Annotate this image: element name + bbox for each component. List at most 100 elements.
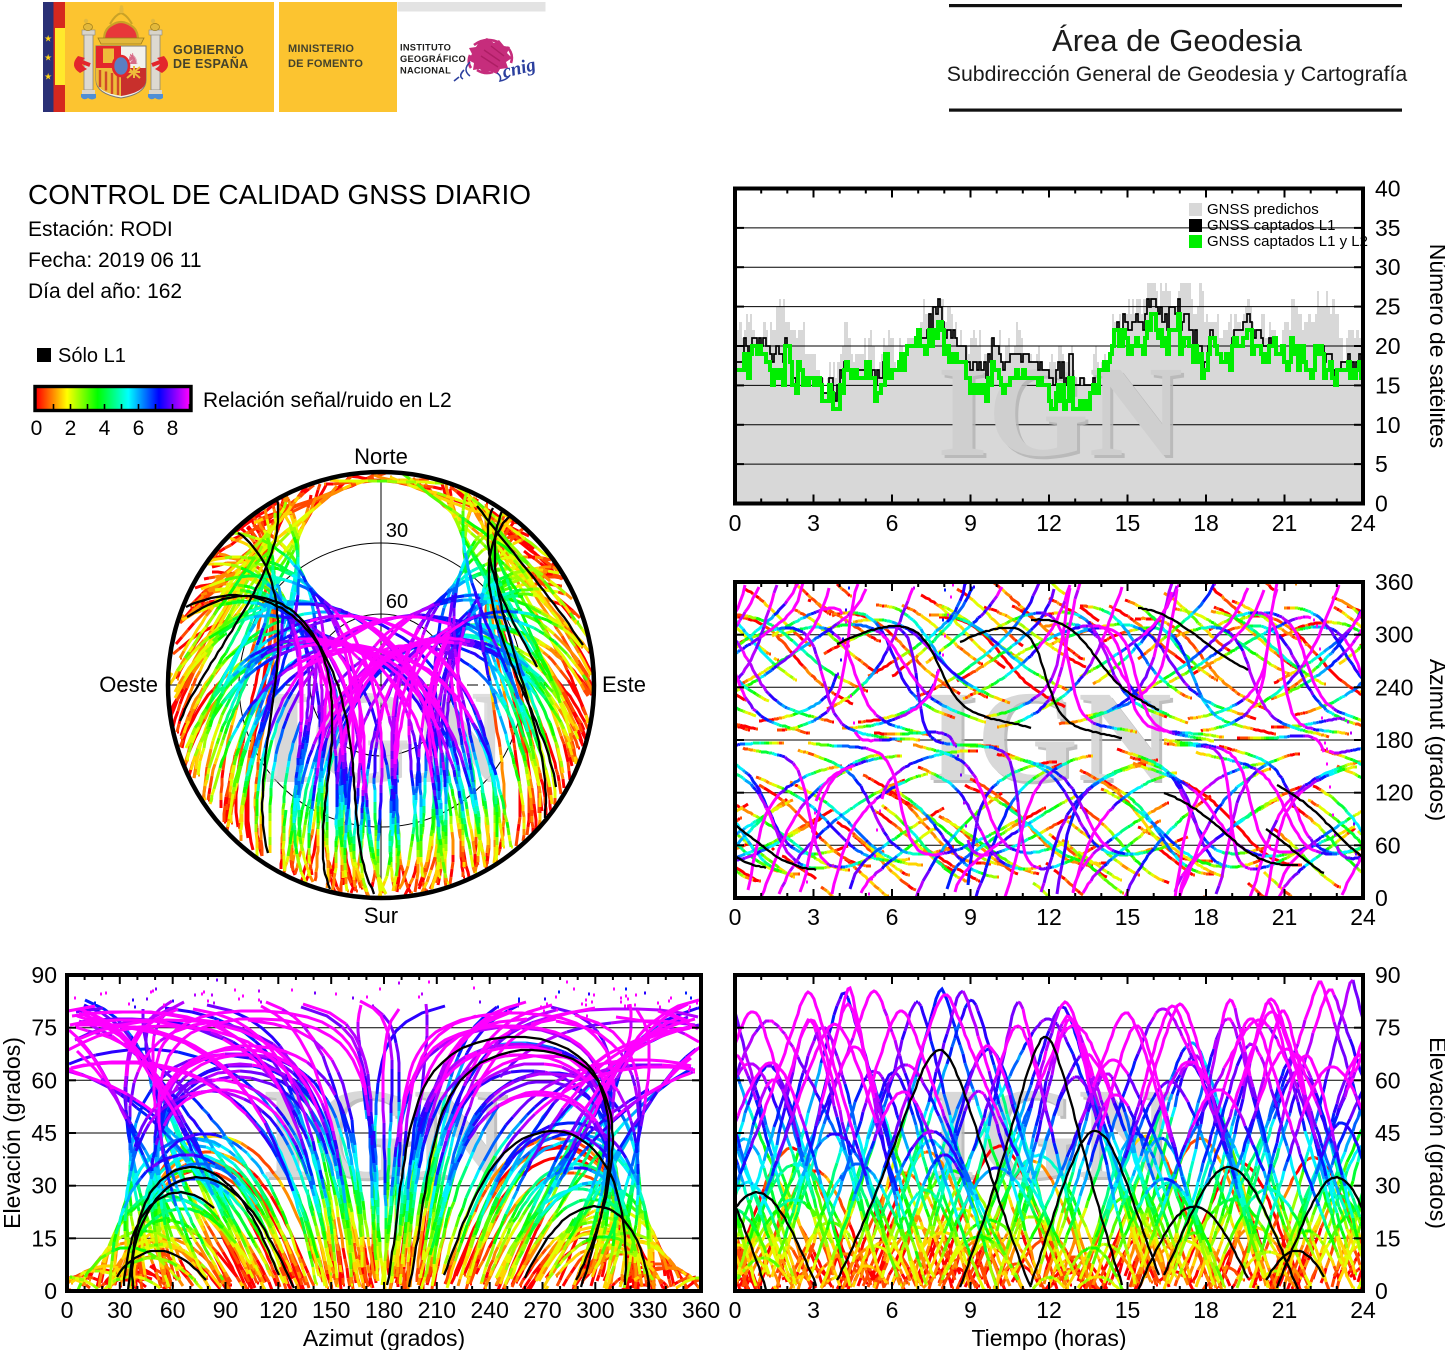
svg-text:15: 15 <box>1115 510 1141 536</box>
svg-text:2: 2 <box>65 417 77 440</box>
svg-text:20: 20 <box>1375 333 1401 359</box>
svg-text:15: 15 <box>1115 904 1141 930</box>
svg-text:6: 6 <box>886 1297 899 1323</box>
svg-text:30: 30 <box>31 1173 57 1199</box>
svg-text:0: 0 <box>1375 885 1388 911</box>
svg-text:0: 0 <box>31 417 43 440</box>
svg-text:GNSS captados L1: GNSS captados L1 <box>1207 217 1335 234</box>
svg-text:180: 180 <box>365 1297 403 1323</box>
svg-text:24: 24 <box>1350 904 1376 930</box>
svg-text:45: 45 <box>31 1120 57 1146</box>
svg-text:Elevación (grados): Elevación (grados) <box>0 1037 25 1229</box>
svg-text:0: 0 <box>44 1278 57 1304</box>
svg-text:0: 0 <box>729 1297 742 1323</box>
svg-text:18: 18 <box>1193 904 1219 930</box>
svg-text:18: 18 <box>1193 510 1219 536</box>
svg-text:240: 240 <box>471 1297 509 1323</box>
svg-text:6: 6 <box>886 904 899 930</box>
svg-text:Área de Geodesia: Área de Geodesia <box>1052 23 1303 58</box>
svg-text:75: 75 <box>31 1015 57 1041</box>
svg-text:Relación señal/ruido en L2: Relación señal/ruido en L2 <box>203 389 452 412</box>
svg-text:8: 8 <box>167 417 179 440</box>
svg-text:9: 9 <box>964 904 977 930</box>
svg-text:6: 6 <box>133 417 145 440</box>
svg-text:0: 0 <box>729 510 742 536</box>
svg-text:360: 360 <box>1375 569 1413 595</box>
svg-text:90: 90 <box>1375 962 1401 988</box>
svg-text:Fecha: 2019 06 11: Fecha: 2019 06 11 <box>28 249 202 272</box>
svg-text:60: 60 <box>160 1297 186 1323</box>
svg-text:Sur: Sur <box>364 903 398 928</box>
svg-text:150: 150 <box>312 1297 350 1323</box>
svg-text:GNSS predichos: GNSS predichos <box>1207 201 1319 218</box>
svg-text:21: 21 <box>1272 1297 1298 1323</box>
svg-text:Azimut (grados): Azimut (grados) <box>1425 659 1445 821</box>
svg-text:210: 210 <box>418 1297 456 1323</box>
svg-text:6: 6 <box>886 510 899 536</box>
svg-text:120: 120 <box>259 1297 297 1323</box>
svg-text:60: 60 <box>1375 832 1401 858</box>
svg-text:120: 120 <box>1375 780 1413 806</box>
svg-text:CONTROL DE CALIDAD GNSS DIARIO: CONTROL DE CALIDAD GNSS DIARIO <box>28 179 531 210</box>
svg-text:35: 35 <box>1375 215 1401 241</box>
svg-text:21: 21 <box>1272 904 1298 930</box>
svg-text:30: 30 <box>1375 254 1401 280</box>
svg-text:300: 300 <box>576 1297 614 1323</box>
svg-text:21: 21 <box>1272 510 1298 536</box>
svg-text:60: 60 <box>1375 1067 1401 1093</box>
svg-text:DE FOMENTO: DE FOMENTO <box>288 58 363 70</box>
svg-text:60: 60 <box>31 1067 57 1093</box>
svg-text:Este: Este <box>602 672 646 697</box>
svg-text:330: 330 <box>629 1297 667 1323</box>
svg-text:75: 75 <box>1375 1015 1401 1041</box>
svg-text:15: 15 <box>1115 1297 1141 1323</box>
svg-text:Estación: RODI: Estación: RODI <box>28 218 173 241</box>
svg-text:60: 60 <box>386 591 408 613</box>
svg-text:NACIONAL: NACIONAL <box>400 66 451 76</box>
svg-text:0: 0 <box>729 904 742 930</box>
svg-text:Sólo L1: Sólo L1 <box>58 345 126 367</box>
svg-text:12: 12 <box>1036 1297 1062 1323</box>
svg-text:180: 180 <box>1375 727 1413 753</box>
svg-text:15: 15 <box>1375 1225 1401 1251</box>
svg-text:30: 30 <box>107 1297 133 1323</box>
svg-text:0: 0 <box>61 1297 74 1323</box>
svg-text:4: 4 <box>99 417 111 440</box>
svg-text:Elevación (grados): Elevación (grados) <box>1425 1037 1445 1229</box>
svg-text:0: 0 <box>1375 1278 1388 1304</box>
svg-text:25: 25 <box>1375 294 1401 320</box>
svg-text:24: 24 <box>1350 1297 1376 1323</box>
svg-text:GOBIERNO: GOBIERNO <box>173 43 244 57</box>
svg-text:90: 90 <box>213 1297 239 1323</box>
svg-text:12: 12 <box>1036 904 1062 930</box>
svg-text:Subdirección General de Geodes: Subdirección General de Geodesia y Carto… <box>947 62 1408 86</box>
svg-text:9: 9 <box>964 510 977 536</box>
svg-text:40: 40 <box>1375 176 1401 202</box>
svg-text:240: 240 <box>1375 674 1413 700</box>
svg-text:90: 90 <box>31 962 57 988</box>
svg-text:12: 12 <box>1036 510 1062 536</box>
svg-text:15: 15 <box>31 1225 57 1251</box>
svg-text:9: 9 <box>964 1297 977 1323</box>
svg-text:INSTITUTO: INSTITUTO <box>400 43 451 53</box>
svg-text:★: ★ <box>44 34 52 44</box>
svg-text:Número de satélites: Número de satélites <box>1425 244 1445 449</box>
svg-text:5: 5 <box>1375 451 1388 477</box>
svg-text:360: 360 <box>682 1297 720 1323</box>
svg-text:GEOGRÁFICO: GEOGRÁFICO <box>400 54 466 64</box>
svg-text:30: 30 <box>1375 1173 1401 1199</box>
svg-text:3: 3 <box>807 904 820 930</box>
svg-text:★: ★ <box>44 53 52 63</box>
svg-text:3: 3 <box>807 510 820 536</box>
svg-text:GNSS captados L1 y L2: GNSS captados L1 y L2 <box>1207 233 1368 250</box>
svg-text:3: 3 <box>807 1297 820 1323</box>
svg-text:10: 10 <box>1375 412 1401 438</box>
svg-text:★: ★ <box>44 72 52 82</box>
svg-text:300: 300 <box>1375 622 1413 648</box>
svg-text:Norte: Norte <box>354 444 408 469</box>
svg-text:15: 15 <box>1375 372 1401 398</box>
svg-text:Tiempo (horas): Tiempo (horas) <box>971 1325 1126 1350</box>
svg-text:18: 18 <box>1193 1297 1219 1323</box>
svg-text:DE ESPAÑA: DE ESPAÑA <box>173 56 249 71</box>
svg-text:MINISTERIO: MINISTERIO <box>288 43 354 55</box>
